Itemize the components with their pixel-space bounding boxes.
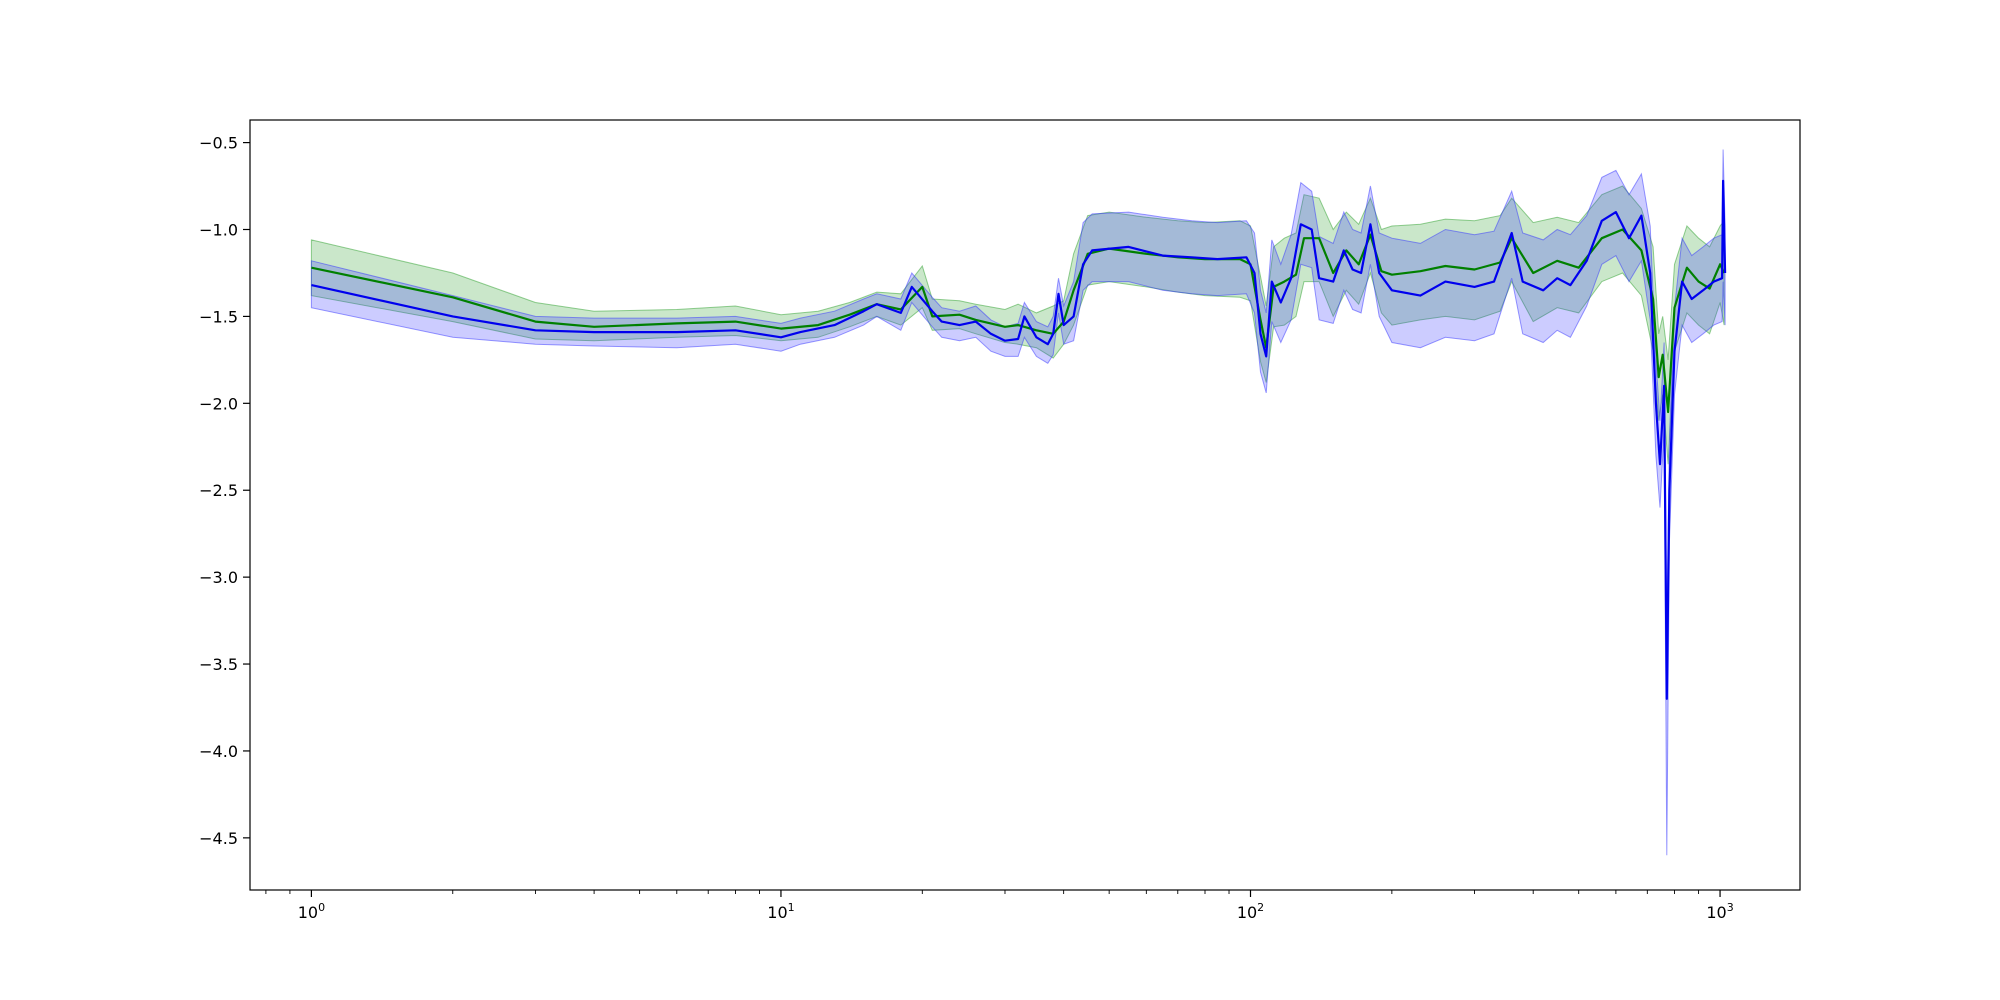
x-tick-label-base: 10 — [1706, 903, 1726, 922]
x-tick-label-exponent: 1 — [788, 901, 795, 914]
x-tick-label: 102 — [1237, 901, 1264, 922]
x-axis: 100 101 102 103 — [265, 890, 1734, 922]
x-tick-label-exponent: 3 — [1727, 901, 1734, 914]
y-tick-label: −2.0 — [199, 394, 238, 413]
series-lines — [311, 179, 1727, 700]
x-tick-label-exponent: 0 — [318, 901, 325, 914]
x-tick-label: 100 — [298, 901, 325, 922]
x-tick-label-base: 10 — [1237, 903, 1257, 922]
x-tick-label: 103 — [1706, 901, 1733, 922]
y-tick-label: −1.0 — [199, 221, 238, 240]
x-tick-label-base: 10 — [298, 903, 318, 922]
y-tick-label: −0.5 — [199, 134, 238, 153]
y-tick-label: −3.0 — [199, 568, 238, 587]
y-tick-label: −2.5 — [199, 481, 238, 500]
y-axis: −0.5 −1.0 −1.5 −2.0 −2.5 −3.0 −3.5 −4.0 −4.5 — [199, 134, 250, 848]
series-2-line — [311, 179, 1727, 700]
plot-frame — [249, 119, 1801, 891]
x-tick-label-exponent: 2 — [1257, 901, 1264, 914]
y-tick-label: −3.5 — [199, 655, 238, 674]
series-2-band — [310, 149, 1726, 856]
x-tick-label: 101 — [767, 901, 794, 922]
x-tick-label-base: 10 — [767, 903, 787, 922]
y-tick-label: −4.0 — [199, 742, 238, 761]
y-tick-label: −4.5 — [199, 829, 238, 848]
y-tick-label: −1.5 — [199, 307, 238, 326]
